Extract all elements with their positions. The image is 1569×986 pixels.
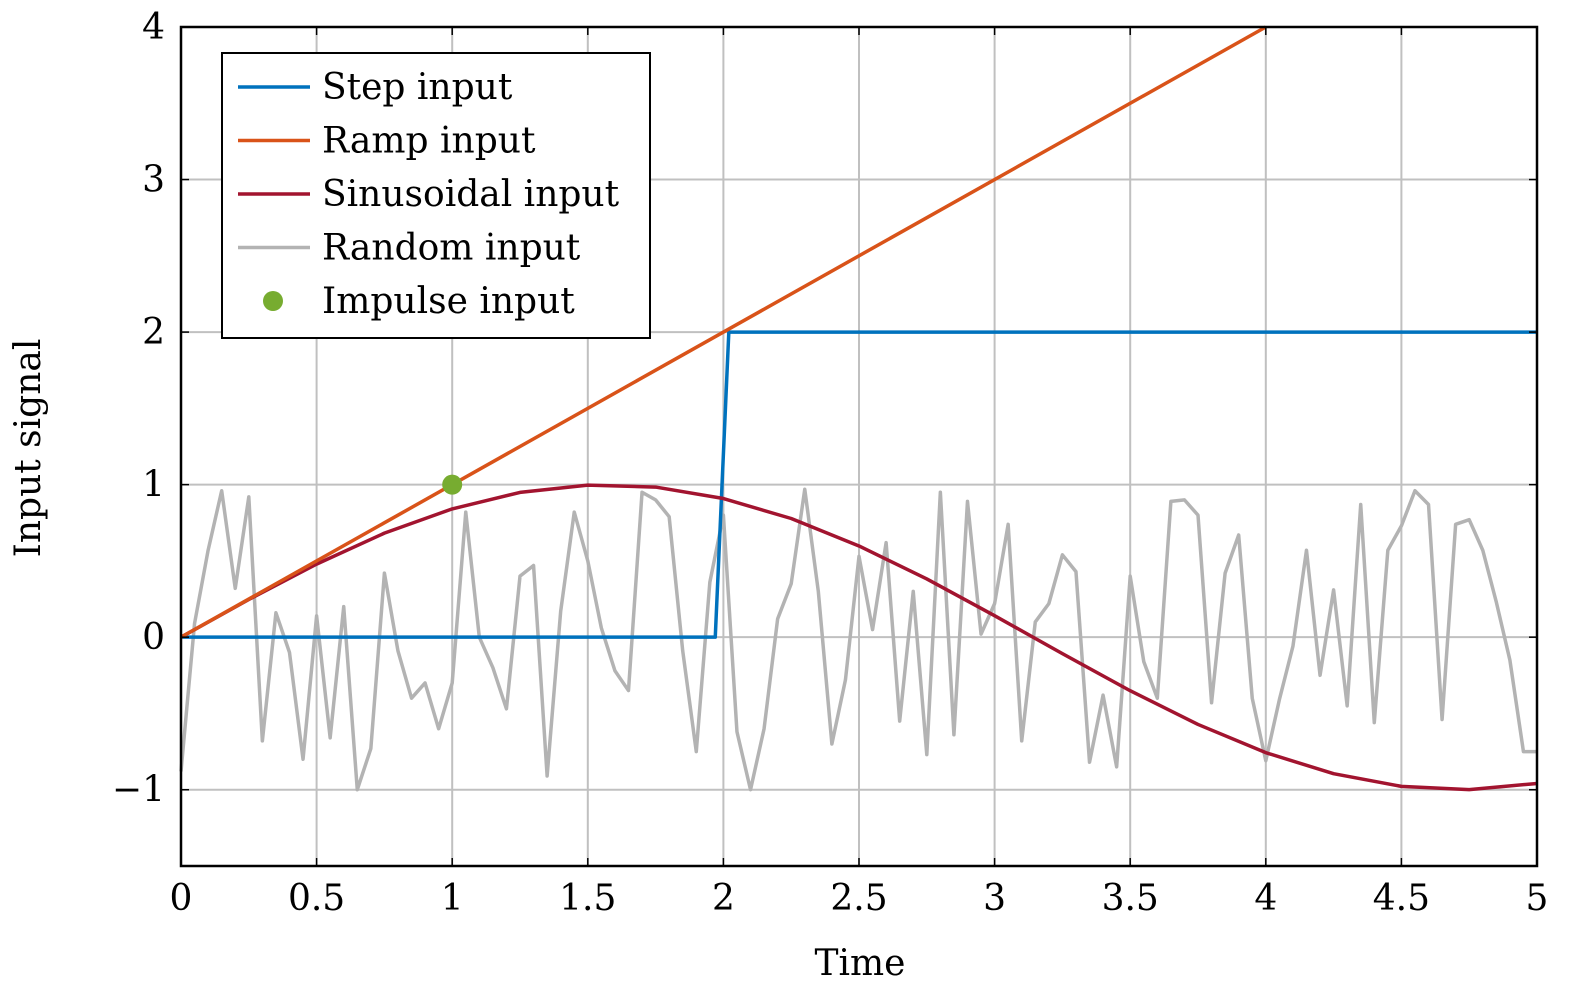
y-tick-label: 4 <box>142 7 165 48</box>
x-tick-label: 0.5 <box>288 878 345 919</box>
ramp-input-line <box>180 25 1267 639</box>
x-tick-label: 3 <box>983 878 1006 919</box>
legend-swatch-impulse-input <box>263 291 283 311</box>
sinusoidal-input-line <box>180 483 1538 792</box>
legend-label-sinusoidal-input: Sinusoidal input <box>322 174 620 215</box>
x-tick-label: 3.5 <box>1102 878 1159 919</box>
impulse-input-point <box>442 474 463 495</box>
y-tick-label: 0 <box>142 617 165 658</box>
x-tick-label: 4 <box>1254 878 1277 919</box>
y-tick-label: 1 <box>142 465 165 506</box>
y-axis-title: Input signal <box>8 339 49 558</box>
random-input-line <box>179 487 1537 792</box>
x-tick-label: 2 <box>712 878 735 919</box>
y-tick-label: 2 <box>142 312 165 353</box>
legend: Step input Ramp input Sinusoidal input Rand… <box>221 52 651 339</box>
tick-labels: 0 0.5 1 1.5 2 2.5 3 3.5 4 4.5 5 −1 0 1 2 3 4 <box>112 7 1549 919</box>
legend-label-impulse-input: Impulse input <box>322 281 575 322</box>
x-tick-label: 4.5 <box>1373 878 1430 919</box>
legend-label-step-input: Step input <box>322 67 513 108</box>
legend-label-random-input: Random input <box>322 228 581 269</box>
x-tick-label: 0 <box>170 878 193 919</box>
x-tick-label: 1.5 <box>559 878 616 919</box>
series-layer <box>179 25 1538 792</box>
ticks <box>180 26 1538 866</box>
step-input-line <box>181 330 1537 639</box>
x-tick-label: 2.5 <box>830 878 887 919</box>
legend-label-ramp-input: Ramp input <box>322 121 536 162</box>
y-tick-label: −1 <box>112 770 165 811</box>
x-tick-label: 1 <box>441 878 464 919</box>
x-axis-title: Time <box>815 943 906 984</box>
y-tick-label: 3 <box>142 160 165 201</box>
x-tick-label: 5 <box>1526 878 1549 919</box>
